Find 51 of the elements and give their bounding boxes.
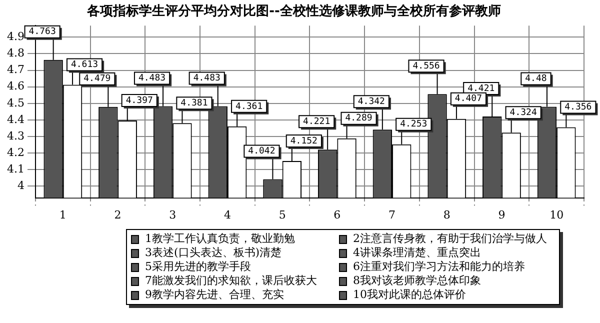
y-tick-label: 4.4 <box>6 112 24 126</box>
data-label: 4.556 <box>412 61 440 72</box>
text: 9教学内容先进、合理、充实 <box>145 288 284 302</box>
data-label: 4.324 <box>510 108 537 118</box>
y-tick-label: 4 <box>17 179 24 192</box>
x-tick-label: 4 <box>224 208 231 222</box>
data-label: 4.421 <box>468 84 495 94</box>
y-tick-label: 4.7 <box>6 63 24 76</box>
text: 4讲课条理清楚、重点突出 <box>353 246 481 260</box>
text: 6注重对我们学习方法和能力的培养 <box>353 260 525 274</box>
chart-title: 各项指标学生评分平均分对比图--全校性选修课教师与全校所有参评教师 <box>86 3 501 20</box>
y-tick-label: 4.3 <box>6 129 24 142</box>
data-label: 4.342 <box>358 96 385 107</box>
data-label: 4.253 <box>400 120 428 130</box>
x-tick-label: 2 <box>114 208 122 222</box>
data-label: 4.361 <box>236 102 263 112</box>
data-label: 4.763 <box>28 27 56 38</box>
x-tick-label: 1 <box>59 208 66 222</box>
y-tick-label: 4.9 <box>6 30 24 44</box>
text: 7能激发我们的求知欲，课后收获大 <box>145 274 317 288</box>
text: 5采用先进的教学手段 <box>145 260 251 274</box>
text: 8我对该老师教学总体印象 <box>353 274 481 288</box>
x-tick-label: 5 <box>278 208 286 222</box>
text: 10我对此课的总体评价 <box>353 288 466 302</box>
data-label: 4.48 <box>525 74 547 84</box>
data-label: 4.356 <box>564 102 592 113</box>
x-tick-label: 6 <box>334 208 341 222</box>
y-tick-label: 4.1 <box>6 162 24 176</box>
data-label: 4.407 <box>454 94 482 104</box>
text: 2注意言传身教，有助于我们治学与做人 <box>353 232 547 246</box>
text: 1教学工作认真负责，敬业勤勉 <box>145 232 295 246</box>
data-label: 4.397 <box>126 96 153 106</box>
x-tick-label: 3 <box>169 208 176 222</box>
data-label: 4.483 <box>138 74 166 84</box>
text: 3表述(口头表达、板书)清楚 <box>145 246 282 260</box>
y-tick-label: 4.6 <box>6 80 24 93</box>
data-label: 4.042 <box>248 146 276 157</box>
data-label: 4.152 <box>290 136 318 146</box>
data-label: 4.221 <box>303 116 330 127</box>
x-tick-label: 8 <box>443 208 450 222</box>
x-tick-label: 10 <box>550 208 564 222</box>
data-label: 4.483 <box>193 74 220 84</box>
data-label: 4.289 <box>345 114 372 124</box>
y-tick-label: 4.2 <box>6 146 24 159</box>
x-tick-label: 9 <box>498 208 506 222</box>
data-label: 4.479 <box>84 74 111 84</box>
y-tick-label: 4.8 <box>6 46 24 60</box>
data-label: 4.381 <box>180 98 208 108</box>
data-label: 4.613 <box>70 60 98 70</box>
y-tick-label: 4.5 <box>6 96 24 110</box>
x-tick-label: 7 <box>388 208 396 222</box>
